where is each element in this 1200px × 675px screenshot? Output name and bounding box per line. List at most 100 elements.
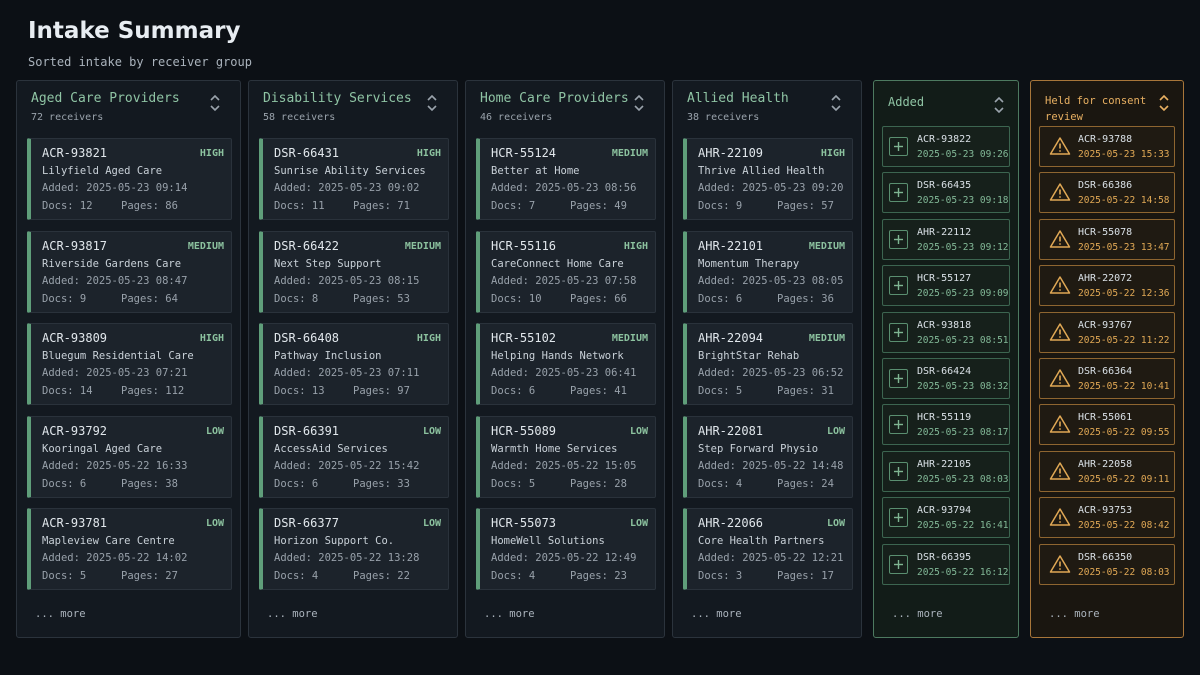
receiver-card[interactable]: ACR-93792 LOW Kooringal Aged Care Added: 20…	[27, 415, 232, 498]
more-link[interactable]: ... more	[267, 608, 318, 620]
pages-count: Pages: 23	[570, 570, 627, 582]
pages-count: Pages: 66	[570, 292, 627, 305]
item-id: DSR-66435	[917, 180, 972, 192]
pages-count: Pages: 112	[121, 385, 185, 397]
held-item[interactable]: DSR-66386 2025-05-22 14:58	[1039, 172, 1175, 214]
held-item[interactable]: AHR-22058 2025-05-22 09:11	[1039, 450, 1175, 492]
receiver-id: DSR-66408	[274, 331, 340, 345]
receiver-card[interactable]: AHR-22094 MEDIUM BrightStar Rehab Added: 20…	[683, 323, 853, 405]
more-link[interactable]: ... more	[1049, 608, 1100, 620]
item-id: ACR-93788	[1078, 134, 1133, 145]
receiver-card[interactable]: ACR-93781 LOW Mapleview Care Centre Added: …	[27, 508, 232, 590]
receiver-card[interactable]: HCR-55124 MEDIUM Better at Home Added: 2025…	[476, 138, 656, 220]
receiver-card[interactable]: ACR-93821 HIGH Lilyfield Aged Care Added: 2…	[27, 138, 232, 220]
added-timestamp: Added: 2025-05-22 13:28	[274, 552, 420, 564]
added-item[interactable]: ACR-93822 2025-05-23 09:26	[882, 126, 1010, 167]
plus-icon	[889, 229, 908, 249]
priority-badge: LOW	[422, 518, 441, 529]
held-item[interactable]: AHR-22072 2025-05-22 12:36	[1039, 265, 1175, 307]
added-timestamp: Added: 2025-05-23 08:56	[491, 182, 637, 194]
receiver-card[interactable]: DSR-66391 LOW AccessAid Services Added: 202…	[259, 415, 449, 498]
docs-count: Docs: 4	[274, 570, 319, 582]
chevron-up-down-icon[interactable]	[1157, 93, 1171, 113]
column-title: Held for consent review	[1045, 93, 1146, 125]
receiver-card[interactable]: HCR-55116 HIGH CareConnect Home Care Added:…	[476, 230, 656, 313]
added-item[interactable]: HCR-55119 2025-05-23 08:17	[882, 404, 1010, 446]
pages-count: Pages: 28	[570, 477, 627, 490]
docs-count: Docs: 6	[274, 477, 319, 490]
item-timestamp: 2025-05-23 09:18	[917, 195, 1009, 207]
pages-count: Pages: 97	[353, 385, 410, 397]
receiver-card[interactable]: HCR-55102 MEDIUM Helping Hands Network Adde…	[476, 323, 656, 405]
receiver-card[interactable]: DSR-66377 LOW Horizon Support Co. Added: 20…	[259, 508, 449, 590]
pages-count: Pages: 49	[570, 200, 627, 212]
plus-icon	[889, 461, 908, 481]
item-id: DSR-66395	[917, 551, 972, 563]
item-id: AHR-22112	[917, 226, 972, 238]
receiver-count: 72 receivers	[31, 112, 104, 123]
added-item[interactable]: AHR-22112 2025-05-23 09:12	[882, 218, 1010, 260]
added-item[interactable]: ACR-93794 2025-05-22 16:41	[882, 497, 1010, 539]
receiver-id: HCR-55073	[491, 516, 557, 530]
pages-count: Pages: 57	[777, 200, 834, 212]
item-id: AHR-22072	[1078, 273, 1133, 285]
receiver-card[interactable]: AHR-22109 HIGH Thrive Allied Health Added: …	[683, 138, 853, 220]
receiver-card[interactable]: AHR-22081 LOW Step Forward Physio Added: 20…	[683, 415, 853, 498]
docs-count: Docs: 7	[491, 200, 536, 212]
receiver-card[interactable]: DSR-66408 HIGH Pathway Inclusion Added: 202…	[259, 323, 449, 405]
chevron-up-down-icon[interactable]	[208, 93, 222, 113]
added-timestamp: Added: 2025-05-23 09:14	[42, 182, 188, 194]
held-item[interactable]: ACR-93753 2025-05-22 08:42	[1039, 497, 1175, 539]
more-link[interactable]: ... more	[35, 608, 86, 620]
receiver-card[interactable]: HCR-55089 LOW Warmth Home Services Added: 2…	[476, 415, 656, 498]
column-header: Added	[874, 81, 1018, 131]
added-item[interactable]: AHR-22105 2025-05-23 08:03	[882, 450, 1010, 492]
pages-count: Pages: 24	[777, 477, 834, 490]
receiver-card[interactable]: DSR-66431 HIGH Sunrise Ability Services Add…	[259, 138, 449, 220]
chevron-up-down-icon[interactable]	[992, 95, 1006, 115]
receiver-card[interactable]: AHR-22066 LOW Core Health Partners Added: 2…	[683, 508, 853, 590]
receiver-card[interactable]: AHR-22101 MEDIUM Momentum Therapy Added: 20…	[683, 230, 853, 313]
added-timestamp: Added: 2025-05-22 16:33	[42, 459, 188, 472]
page-title: Intake Summary	[28, 18, 241, 44]
item-timestamp: 2025-05-23 08:32	[917, 380, 1009, 392]
receiver-card[interactable]: ACR-93817 MEDIUM Riverside Gardens Care Add…	[27, 230, 232, 313]
receiver-id: DSR-66431	[274, 146, 340, 160]
receiver-card[interactable]: HCR-55073 LOW HomeWell Solutions Added: 202…	[476, 508, 656, 590]
receiver-card[interactable]: ACR-93809 HIGH Bluegum Residential Care Add…	[27, 323, 232, 405]
item-id: HCR-55119	[917, 412, 972, 424]
receiver-name: Step Forward Physio	[698, 442, 819, 455]
more-link[interactable]: ... more	[691, 608, 742, 620]
receiver-name: Riverside Gardens Care	[42, 257, 182, 270]
priority-badge: LOW	[826, 518, 845, 529]
more-link[interactable]: ... more	[484, 608, 535, 620]
added-item[interactable]: DSR-66395 2025-05-22 16:12	[882, 543, 1010, 585]
added-item[interactable]: ACR-93818 2025-05-23 08:51	[882, 311, 1010, 353]
chevron-up-down-icon[interactable]	[632, 93, 646, 113]
chevron-up-down-icon[interactable]	[425, 93, 439, 113]
receiver-name: HomeWell Solutions	[491, 535, 605, 547]
held-item[interactable]: ACR-93767 2025-05-22 11:22	[1039, 311, 1175, 353]
docs-count: Docs: 11	[274, 200, 325, 212]
priority-badge: HIGH	[199, 148, 224, 159]
added-item[interactable]: DSR-66424 2025-05-23 08:32	[882, 357, 1010, 399]
chevron-up-down-icon[interactable]	[829, 93, 843, 113]
added-timestamp: Added: 2025-05-23 07:58	[491, 274, 637, 287]
held-item[interactable]: HCR-55078 2025-05-23 13:47	[1039, 218, 1175, 260]
added-item[interactable]: HCR-55127 2025-05-23 09:09	[882, 265, 1010, 307]
more-link[interactable]: ... more	[892, 608, 943, 620]
receiver-name: Core Health Partners	[698, 535, 825, 547]
column-aged-care: Aged Care Providers 72 receivers ACR-938…	[16, 80, 241, 638]
item-timestamp: 2025-05-23 08:17	[917, 427, 1009, 439]
held-item[interactable]: DSR-66364 2025-05-22 10:41	[1039, 357, 1175, 399]
held-item[interactable]: HCR-55061 2025-05-22 09:55	[1039, 404, 1175, 446]
receiver-card[interactable]: DSR-66422 MEDIUM Next Step Support Added: 2…	[259, 230, 449, 313]
receiver-name: Mapleview Care Centre	[42, 535, 175, 547]
item-timestamp: 2025-05-22 12:36	[1078, 288, 1170, 300]
priority-badge: MEDIUM	[808, 333, 845, 344]
added-item[interactable]: DSR-66435 2025-05-23 09:18	[882, 172, 1010, 214]
held-item[interactable]: ACR-93788 2025-05-23 15:33	[1039, 126, 1175, 167]
held-item[interactable]: DSR-66350 2025-05-22 08:03	[1039, 543, 1175, 585]
item-id: DSR-66386	[1078, 180, 1133, 192]
receiver-id: AHR-22109	[698, 146, 764, 160]
